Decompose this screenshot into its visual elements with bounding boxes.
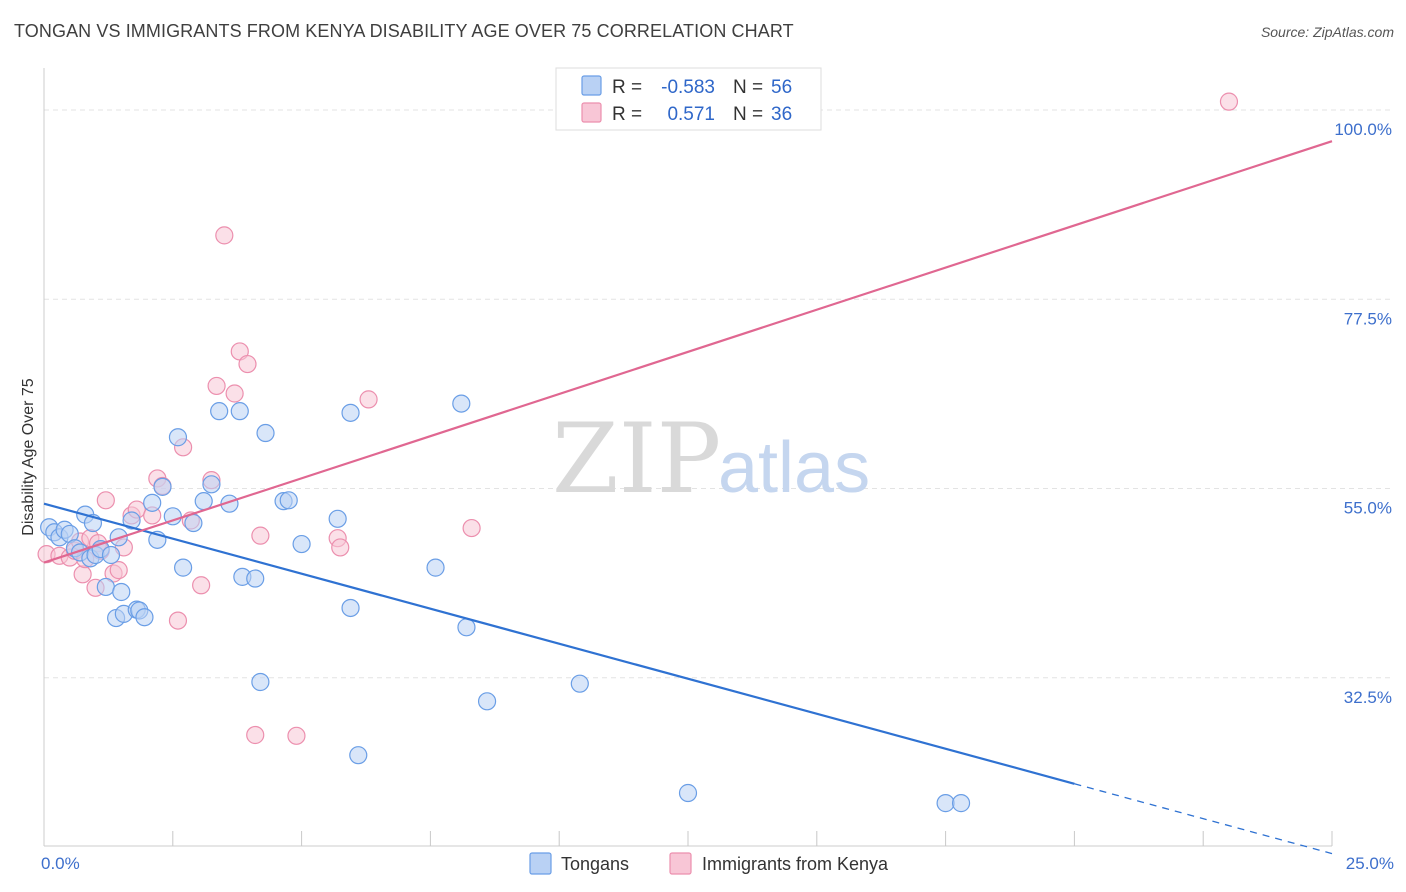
series-legend-swatch-tongans (529, 852, 552, 875)
kenya-point-26 (215, 226, 234, 245)
kenya-point-34 (331, 538, 350, 557)
tongan-point-13 (101, 545, 121, 565)
tongan-point-49 (570, 674, 589, 693)
series-legend-label-tongans: Tongans (561, 854, 629, 874)
tongan-point-47 (457, 618, 476, 637)
kenya-point-32 (287, 726, 306, 745)
tongan-point-31 (210, 402, 229, 421)
tongan-point-22 (143, 493, 162, 512)
tongan-point-25 (163, 507, 182, 526)
kenya-point-31 (251, 526, 270, 545)
legend-n-label-1: N = (733, 104, 763, 125)
tongan-point-26 (168, 428, 188, 447)
kenya-point-5 (73, 565, 92, 584)
series-legend: Tongans Immigrants from Kenya (529, 852, 889, 875)
tongan-trend-extension (1074, 783, 1333, 855)
x-tick-label-0: 0.0% (41, 854, 80, 873)
legend-r-value-0: -0.583 (661, 77, 715, 98)
source-label: Source: ZipAtlas.com (1260, 24, 1394, 40)
kenya-point-29 (238, 354, 257, 374)
tongan-points (40, 394, 971, 813)
gridlines (44, 109, 1392, 679)
kenya-point-11 (96, 491, 115, 510)
legend-r-label-1: R = (612, 104, 642, 125)
kenya-point-30 (246, 725, 265, 745)
tongan-point-33 (230, 402, 249, 421)
kenya-point-37 (1219, 92, 1239, 111)
y-tick-label-2: 55.0% (1344, 499, 1392, 518)
tongan-point-24 (153, 477, 172, 496)
legend-n-value-0: 56 (771, 77, 792, 98)
tongan-point-18 (122, 511, 141, 530)
tongan-point-12 (96, 577, 115, 597)
tongan-point-39 (279, 491, 298, 510)
tongan-point-45 (426, 558, 445, 577)
kenya-trend-line (43, 140, 1333, 564)
tongan-point-46 (452, 394, 471, 413)
tongan-point-42 (341, 598, 360, 618)
watermark-atlas: atlas (718, 428, 870, 508)
tongan-trend-line (43, 502, 1075, 785)
legend-swatch-kenya (581, 102, 602, 123)
y-axis-title: Disability Age Over 75 (20, 378, 37, 536)
tongan-point-21 (135, 608, 154, 627)
watermark-zip: ZIP (552, 403, 721, 515)
y-tick-label-0: 100.0% (1334, 120, 1392, 139)
kenya-point-36 (462, 518, 481, 538)
tongan-point-40 (292, 534, 311, 554)
tongan-point-35 (246, 569, 265, 588)
kenya-point-23 (192, 576, 211, 595)
kenya-point-35 (359, 390, 378, 409)
tongan-point-44 (349, 746, 368, 765)
series-legend-swatch-kenya (669, 852, 692, 875)
tongan-point-41 (328, 509, 347, 528)
trend-lines (43, 140, 1333, 855)
x-ticks (172, 831, 1333, 846)
tongan-point-51 (936, 794, 955, 813)
y-tick-labels: 100.0% 77.5% 55.0% 32.5% (1334, 120, 1392, 707)
y-tick-label-3: 32.5% (1344, 688, 1392, 707)
kenya-point-25 (207, 376, 226, 396)
kenya-point-13 (109, 561, 128, 580)
tongan-point-16 (112, 582, 131, 602)
x-tick-labels: 0.0% 25.0% (41, 854, 1394, 873)
tongan-point-37 (256, 423, 275, 443)
legend-n-label-0: N = (733, 77, 763, 98)
legend-n-value-1: 36 (771, 104, 792, 125)
correlation-legend: R = -0.583 N = 56 R = 0.571 N = 36 (555, 67, 822, 131)
watermark: ZIP atlas (552, 403, 870, 515)
tongan-point-28 (184, 513, 203, 533)
chart-title: TONGAN VS IMMIGRANTS FROM KENYA DISABILI… (14, 21, 794, 41)
tongan-point-43 (341, 403, 360, 422)
tongan-point-36 (251, 672, 270, 692)
x-tick-label-1: 25.0% (1346, 854, 1394, 873)
legend-swatch-tongans (581, 75, 602, 96)
tongan-point-50 (678, 783, 698, 803)
series-legend-label-kenya: Immigrants from Kenya (702, 854, 889, 874)
legend-r-label-0: R = (612, 77, 642, 98)
tongan-point-29 (194, 492, 213, 511)
kenya-point-20 (168, 611, 188, 630)
legend-r-value-1: 0.571 (667, 104, 715, 125)
tongan-point-27 (174, 558, 193, 577)
tongan-point-52 (951, 794, 971, 813)
tongan-point-30 (202, 475, 221, 494)
tongan-point-48 (477, 692, 497, 711)
kenya-point-27 (225, 384, 244, 403)
y-tick-label-1: 77.5% (1344, 309, 1392, 328)
